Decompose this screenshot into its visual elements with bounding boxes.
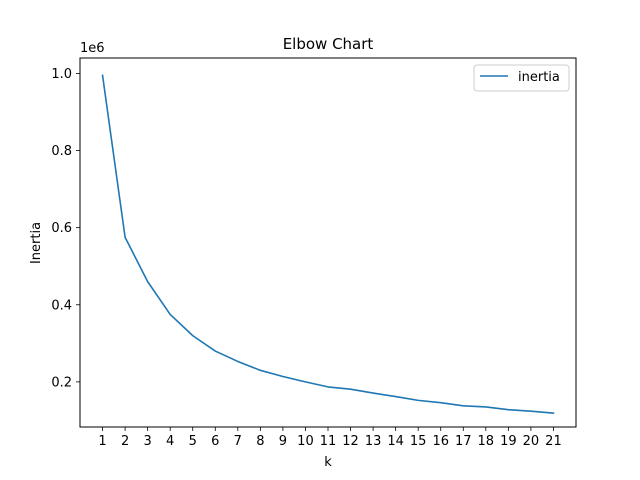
- x-tick-label: 7: [234, 434, 242, 449]
- y-axis-label: Inertia: [29, 222, 44, 264]
- x-tick-label: 18: [478, 434, 495, 449]
- legend-label-inertia: inertia: [518, 70, 560, 85]
- x-axis-ticks: 1 2 3 4 5 6 7 8 9 10 11 12 13 14 15 16 17 18 19 20 21: [98, 427, 562, 449]
- y-tick-label: 0.8: [51, 144, 72, 159]
- y-axis-ticks: 0.2 0.4 0.6 0.8 1.0: [51, 67, 80, 390]
- axes-frame: [79, 57, 577, 428]
- x-tick-label: 1: [98, 434, 106, 449]
- plot-area: [80, 58, 576, 427]
- x-tick-label: 20: [523, 434, 540, 449]
- x-tick-label: 16: [432, 434, 449, 449]
- y-tick-label: 1.0: [51, 67, 72, 82]
- x-tick-label: 21: [545, 434, 562, 449]
- legend-box: [473, 64, 570, 92]
- series-line-inertia: [101, 74, 555, 414]
- x-tick-label: 14: [387, 434, 404, 449]
- x-tick-label: 19: [500, 434, 517, 449]
- x-tick-label: 9: [279, 434, 287, 449]
- x-tick-label: 13: [365, 434, 382, 449]
- x-tick-label: 4: [166, 434, 174, 449]
- y-tick-label: 0.2: [51, 375, 72, 390]
- x-tick-label: 11: [320, 434, 337, 449]
- y-tick-label: 0.6: [51, 221, 72, 236]
- legend: inertia: [473, 64, 570, 92]
- x-tick-label: 5: [189, 434, 197, 449]
- x-tick-label: 15: [410, 434, 427, 449]
- x-tick-label: 2: [121, 434, 129, 449]
- x-axis-label: k: [324, 455, 332, 470]
- y-tick-label: 0.4: [51, 298, 72, 313]
- x-tick-label: 3: [143, 434, 151, 449]
- chart-title: Elbow Chart: [283, 35, 374, 53]
- x-tick-label: 8: [256, 434, 264, 449]
- x-tick-label: 17: [455, 434, 472, 449]
- x-tick-label: 10: [297, 434, 314, 449]
- y-offset-label: 1e6: [80, 41, 105, 56]
- x-tick-label: 6: [211, 434, 219, 449]
- x-tick-label: 12: [342, 434, 359, 449]
